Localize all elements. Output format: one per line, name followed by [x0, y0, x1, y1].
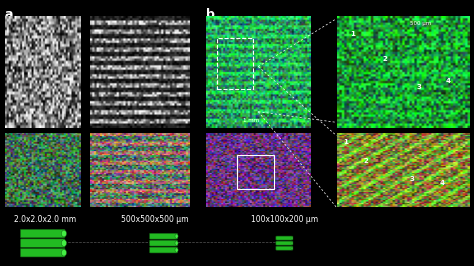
Ellipse shape: [291, 247, 293, 250]
FancyBboxPatch shape: [276, 236, 293, 240]
Ellipse shape: [291, 237, 293, 239]
Text: 500x500x500 μm: 500x500x500 μm: [121, 215, 188, 225]
FancyBboxPatch shape: [276, 241, 293, 245]
FancyBboxPatch shape: [20, 239, 65, 247]
Text: 100x100x200 μm: 100x100x200 μm: [251, 215, 319, 225]
Ellipse shape: [175, 241, 178, 245]
Ellipse shape: [62, 240, 66, 247]
FancyBboxPatch shape: [20, 248, 65, 257]
FancyBboxPatch shape: [20, 229, 65, 238]
FancyBboxPatch shape: [149, 247, 177, 253]
Ellipse shape: [175, 234, 178, 238]
FancyBboxPatch shape: [149, 233, 177, 239]
FancyBboxPatch shape: [276, 246, 293, 250]
Ellipse shape: [62, 249, 66, 256]
Ellipse shape: [291, 242, 293, 244]
Ellipse shape: [175, 248, 178, 252]
Ellipse shape: [62, 230, 66, 237]
Text: b: b: [206, 8, 215, 21]
FancyBboxPatch shape: [149, 240, 177, 246]
Text: 2.0x2.0x2.0 mm: 2.0x2.0x2.0 mm: [14, 215, 76, 225]
Text: a: a: [5, 8, 13, 21]
